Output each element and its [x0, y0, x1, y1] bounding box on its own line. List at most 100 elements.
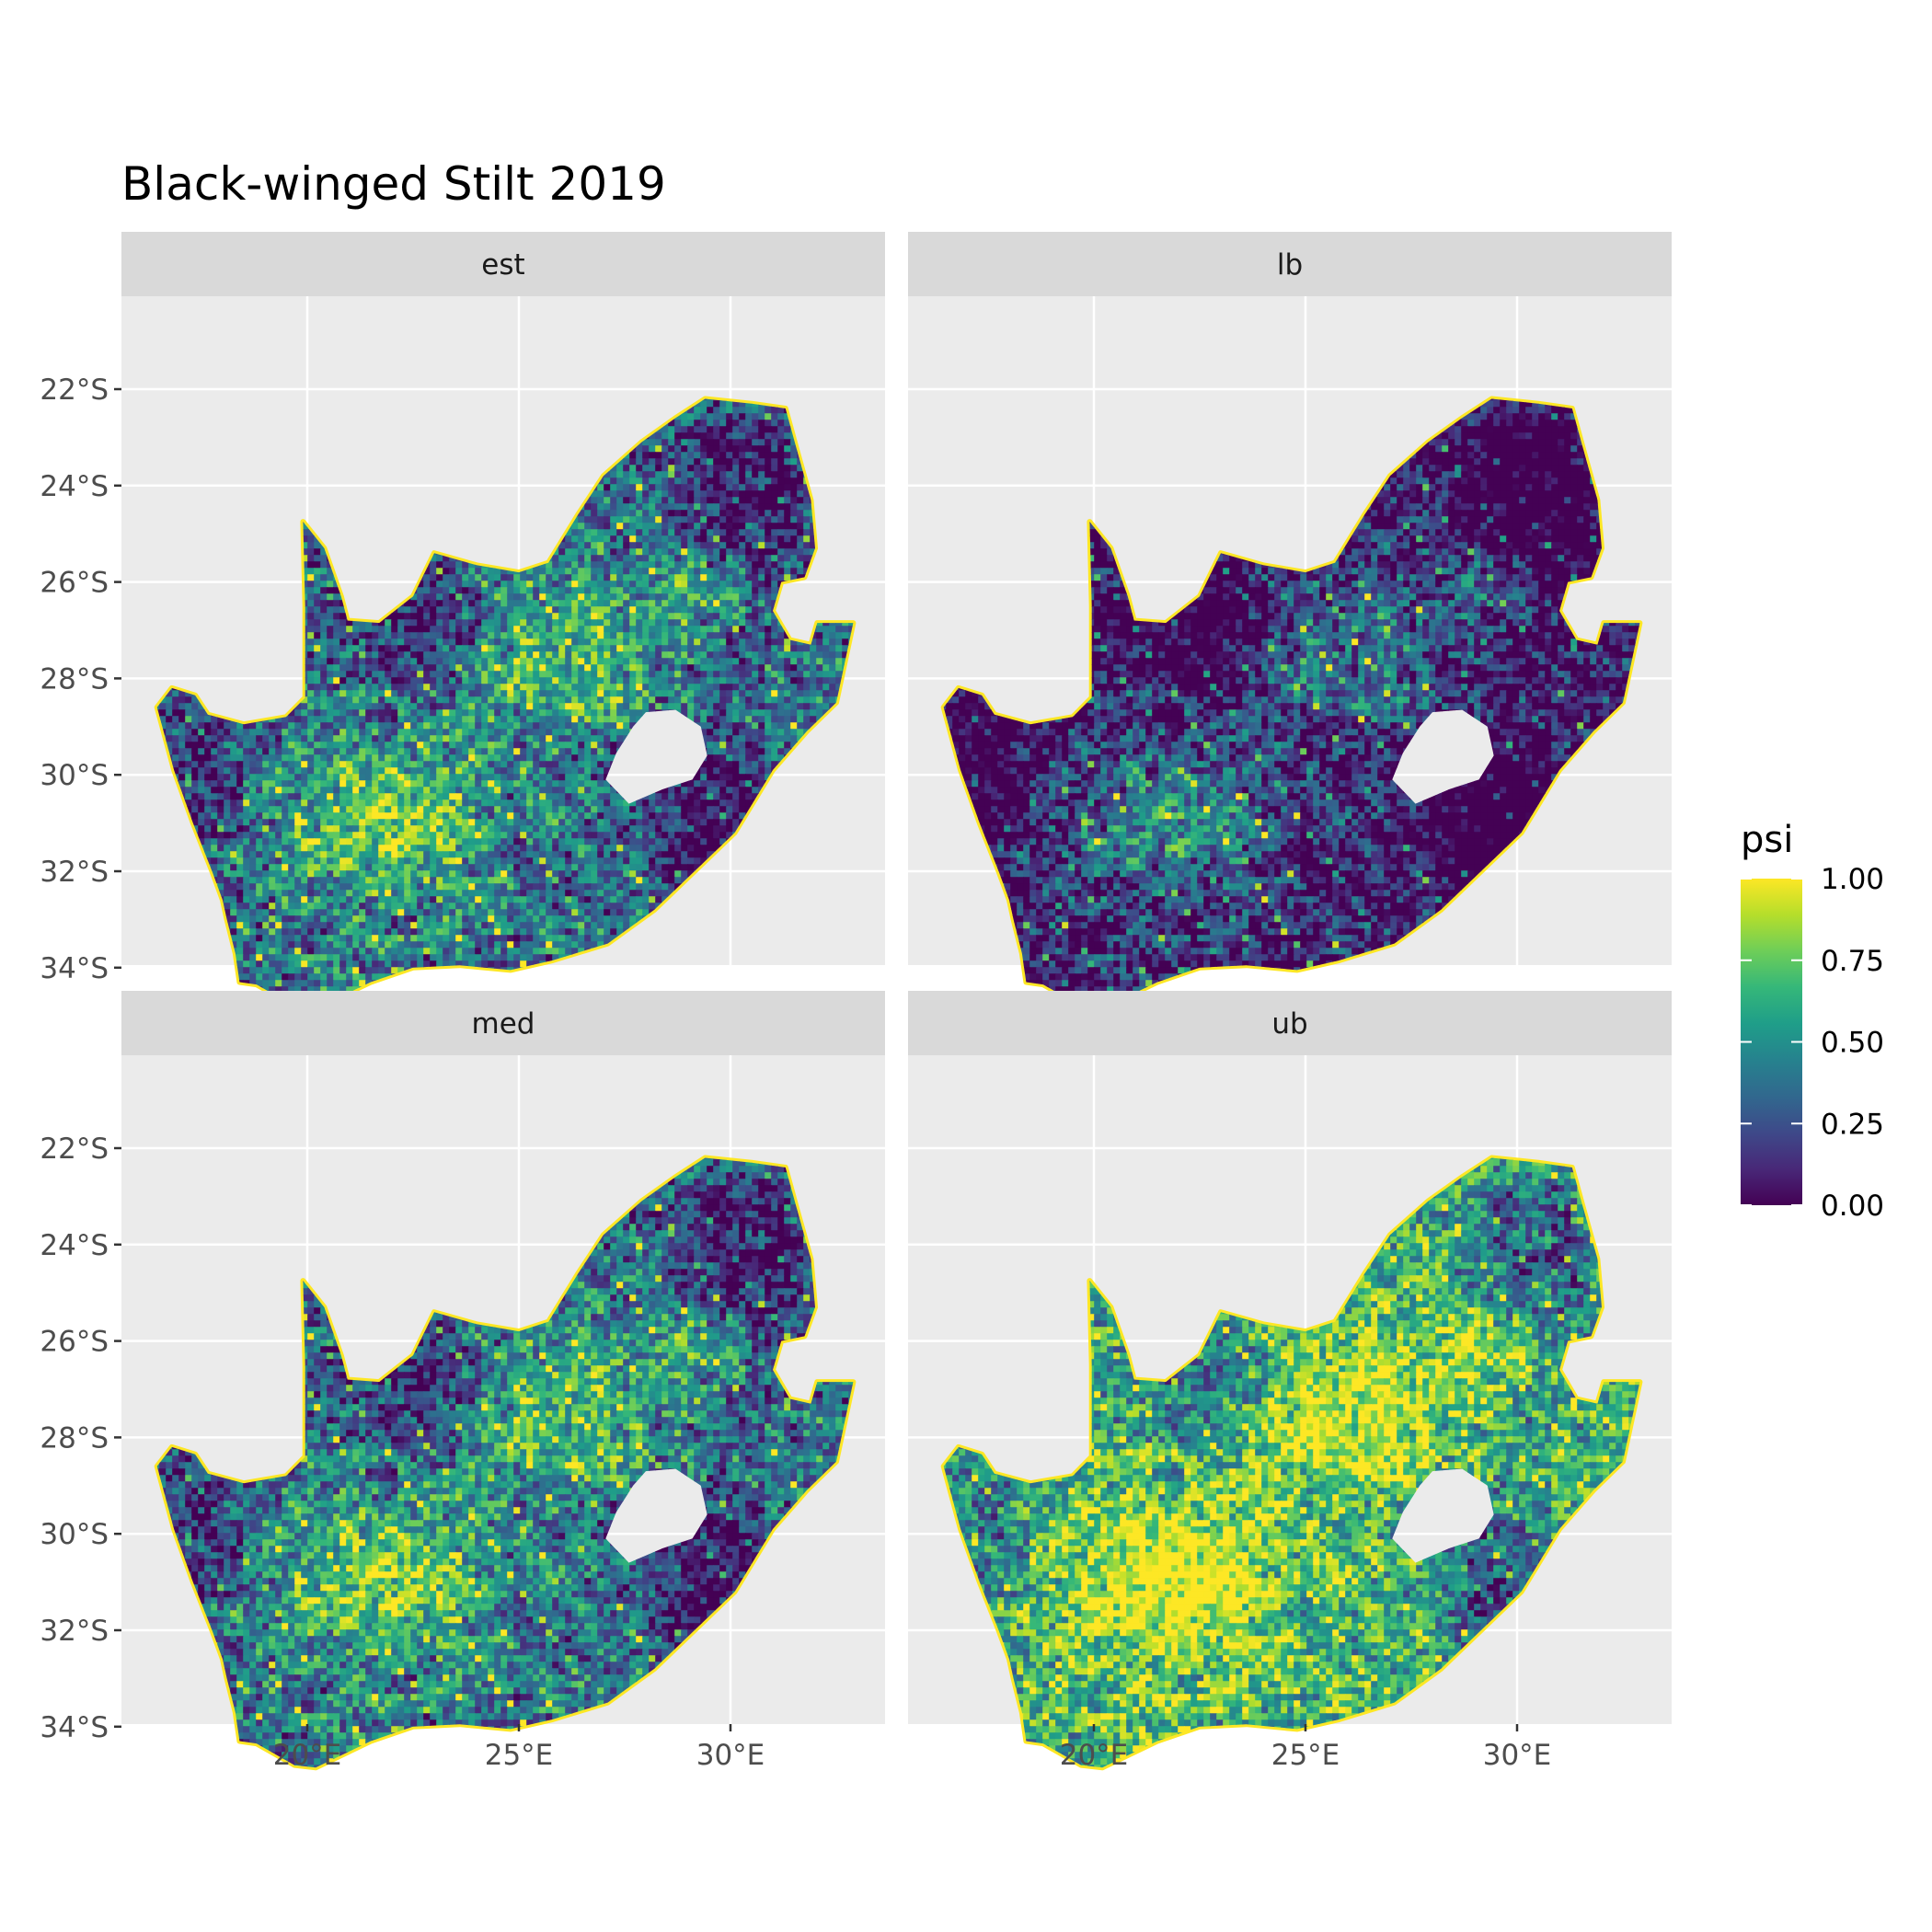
psi-cell: [726, 400, 733, 408]
psi-cell: [584, 632, 592, 639]
psi-cell: [462, 638, 469, 646]
psi-cell: [616, 523, 624, 530]
psi-cell: [346, 664, 353, 672]
psi-cell: [739, 645, 746, 652]
psi-cell: [655, 523, 662, 530]
psi-cell: [765, 555, 772, 562]
psi-cell: [681, 458, 688, 466]
psi-cell: [777, 426, 785, 433]
psi-cell: [816, 651, 823, 659]
psi-cell: [571, 542, 579, 549]
psi-cell: [636, 529, 643, 536]
psi-cell: [513, 626, 521, 633]
psi-cell: [707, 664, 714, 672]
psi-cell: [732, 490, 740, 498]
psi-cell: [430, 581, 437, 588]
psi-cell: [707, 535, 714, 543]
psi-cell: [397, 638, 405, 646]
facet-strip: [121, 232, 885, 296]
psi-cell: [707, 398, 714, 401]
psi-cell: [423, 619, 431, 627]
psi-cell: [674, 490, 682, 498]
psi-cell: [681, 465, 688, 472]
psi-cell: [687, 445, 695, 453]
psi-cell: [758, 523, 765, 530]
psi-cell: [694, 484, 701, 491]
psi-cell: [526, 587, 534, 594]
psi-cell: [719, 555, 727, 562]
psi-cell: [500, 671, 508, 678]
psi-cell: [378, 671, 385, 678]
psi-cell: [449, 626, 456, 633]
psi-cell: [732, 542, 740, 549]
psi-cell: [707, 581, 714, 588]
psi-cell: [642, 555, 650, 562]
psi-cell: [765, 471, 772, 478]
psi-cell: [397, 626, 405, 633]
psi-cell: [307, 671, 315, 678]
psi-cell: [423, 671, 431, 678]
psi-cell: [661, 523, 669, 530]
psi-cell: [777, 484, 785, 491]
psi-cell: [668, 497, 675, 504]
psi-cell: [488, 638, 495, 646]
psi-cell: [430, 600, 437, 607]
psi-cell: [417, 619, 424, 627]
psi-cell: [739, 523, 746, 530]
psi-cell: [752, 516, 759, 523]
psi-cell: [623, 477, 630, 485]
psi-cell: [732, 664, 740, 672]
psi-cell: [771, 407, 778, 414]
psi-cell: [732, 484, 740, 491]
psi-cell: [752, 613, 759, 620]
psi-cell: [668, 426, 675, 433]
psi-cell: [417, 626, 424, 633]
psi-cell: [365, 619, 373, 627]
psi-cell: [591, 664, 598, 672]
psi-cell: [707, 561, 714, 569]
psi-cell: [726, 477, 733, 485]
psi-cell: [726, 645, 733, 652]
psi-cell: [327, 658, 334, 665]
psi-cell: [694, 651, 701, 659]
psi-cell: [436, 613, 443, 620]
psi-cell: [455, 664, 463, 672]
psi-cell: [481, 574, 489, 581]
psi-cell: [327, 613, 334, 620]
psi-cell: [629, 671, 637, 678]
psi-cell: [616, 516, 624, 523]
psi-cell: [655, 671, 662, 678]
psi-cell: [726, 671, 733, 678]
psi-cell: [475, 568, 482, 575]
psi-cell: [713, 619, 720, 627]
psi-cell: [784, 510, 791, 517]
psi-cell: [642, 587, 650, 594]
psi-cell: [726, 465, 733, 472]
psi-cell: [661, 581, 669, 588]
psi-cell: [385, 677, 392, 684]
psi-cell: [655, 626, 662, 633]
psi-cell: [758, 561, 765, 569]
psi-cell: [436, 600, 443, 607]
psi-cell: [520, 619, 527, 627]
psi-cell: [558, 626, 566, 633]
psi-cell: [661, 626, 669, 633]
psi-cell: [707, 593, 714, 601]
psi-cell: [797, 490, 804, 498]
psi-cell: [687, 613, 695, 620]
psi-cell: [449, 638, 456, 646]
psi-cell: [417, 632, 424, 639]
psi-cell: [797, 523, 804, 530]
psi-cell: [397, 664, 405, 672]
psi-cell: [314, 626, 321, 633]
psi-cell: [610, 587, 617, 594]
psi-cell: [681, 516, 688, 523]
psi-cell: [520, 613, 527, 620]
psi-cell: [719, 645, 727, 652]
psi-cell: [513, 664, 521, 672]
psi-cell: [765, 503, 772, 511]
psi-cell: [681, 606, 688, 614]
psi-cell: [649, 587, 656, 594]
psi-cell: [455, 619, 463, 627]
psi-cell: [752, 645, 759, 652]
